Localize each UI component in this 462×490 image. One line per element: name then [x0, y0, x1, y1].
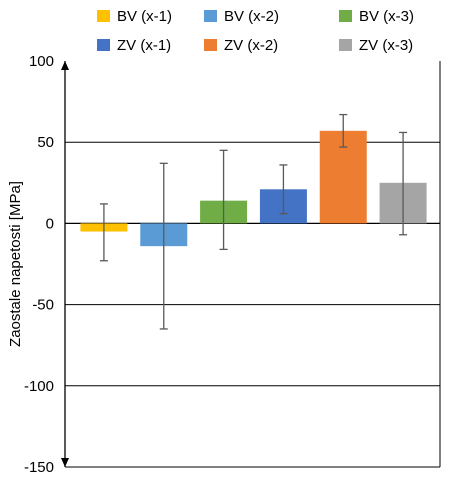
legend-label: BV (x-1)	[117, 8, 172, 25]
y-axis-arrow-bottom	[61, 458, 69, 467]
legend-label: ZV (x-1)	[117, 37, 171, 54]
legend-label: BV (x-2)	[224, 8, 279, 25]
legend-swatch	[97, 39, 110, 51]
legend-swatch	[339, 10, 352, 22]
y-tick-label: -150	[24, 459, 54, 476]
y-tick-label: -100	[24, 378, 54, 395]
legend-label: BV (x-3)	[359, 8, 414, 25]
y-tick-label: 0	[46, 215, 54, 232]
legend-swatch	[204, 10, 217, 22]
legend-label: ZV (x-2)	[224, 37, 278, 54]
legend-swatch	[339, 39, 352, 51]
legend-label: ZV (x-3)	[359, 37, 413, 54]
legend-swatch	[204, 39, 217, 51]
legend: BV (x-1) BV (x-2) BV (x-3) ZV (x-1) ZV (x-2)…	[97, 8, 414, 54]
bars	[80, 130, 427, 247]
y-axis: -150 -100 -50 0 50 100	[24, 53, 69, 476]
y-tick-label: 100	[29, 53, 54, 70]
legend-swatch	[97, 10, 110, 22]
y-axis-arrow-top	[61, 61, 69, 70]
y-axis-label: Zaostale napetosti [MPa]	[7, 181, 24, 347]
y-tick-label: -50	[32, 297, 54, 314]
y-tick-label: 50	[37, 134, 54, 151]
grid-lines	[65, 61, 441, 468]
error-bars	[99, 113, 408, 330]
